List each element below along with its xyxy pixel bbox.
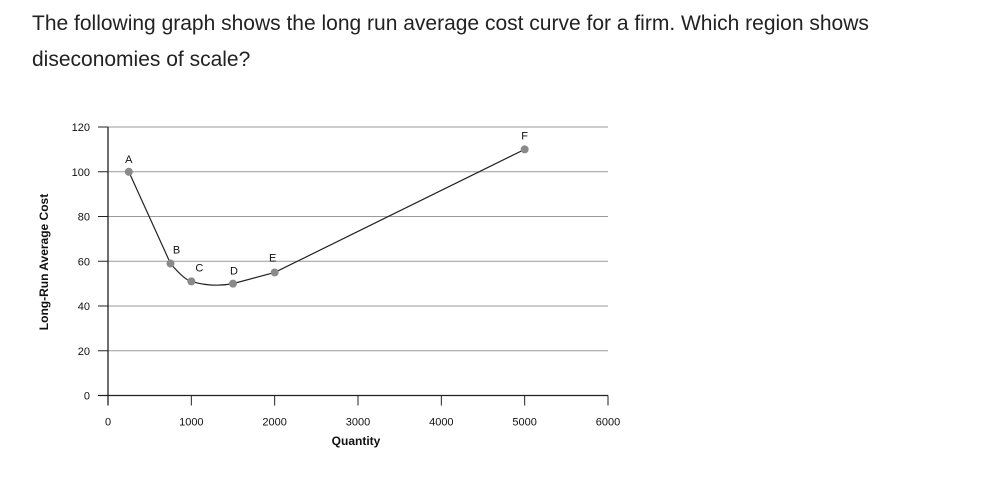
x-tick-label: 0 [105,417,111,429]
x-tick-label: 4000 [429,417,453,429]
x-tick-label: 2000 [262,417,286,429]
point-label-F: F [521,130,528,142]
y-tick-label: 0 [84,391,90,403]
x-tick-label: 6000 [596,417,620,429]
y-tick-label: 80 [78,212,90,224]
data-point-C [187,277,196,286]
data-point-E [270,268,279,277]
y-tick-label: 100 [72,167,90,179]
point-label-C: C [195,262,203,274]
point-label-E: E [269,252,276,264]
y-tick-label: 60 [78,256,90,268]
question-text: The following graph shows the long run a… [32,12,869,71]
x-axis-label: Quantity [332,434,381,448]
point-label-A: A [125,154,133,166]
x-tick-label: 5000 [512,417,536,429]
point-label-D: D [230,266,238,278]
data-point-A [124,167,133,176]
point-label-B: B [173,244,180,256]
data-point-F [520,145,529,154]
data-point-D [229,279,237,288]
y-tick-label: 40 [78,301,90,313]
x-tick-label: 1000 [179,417,203,429]
x-tick-label: 3000 [346,417,370,429]
data-point-B [166,259,175,268]
y-tick-label: 120 [72,122,90,134]
y-axis-label: Long-Run Average Cost [37,194,51,330]
y-tick-label: 20 [78,346,90,358]
lrac-curve [128,148,525,286]
